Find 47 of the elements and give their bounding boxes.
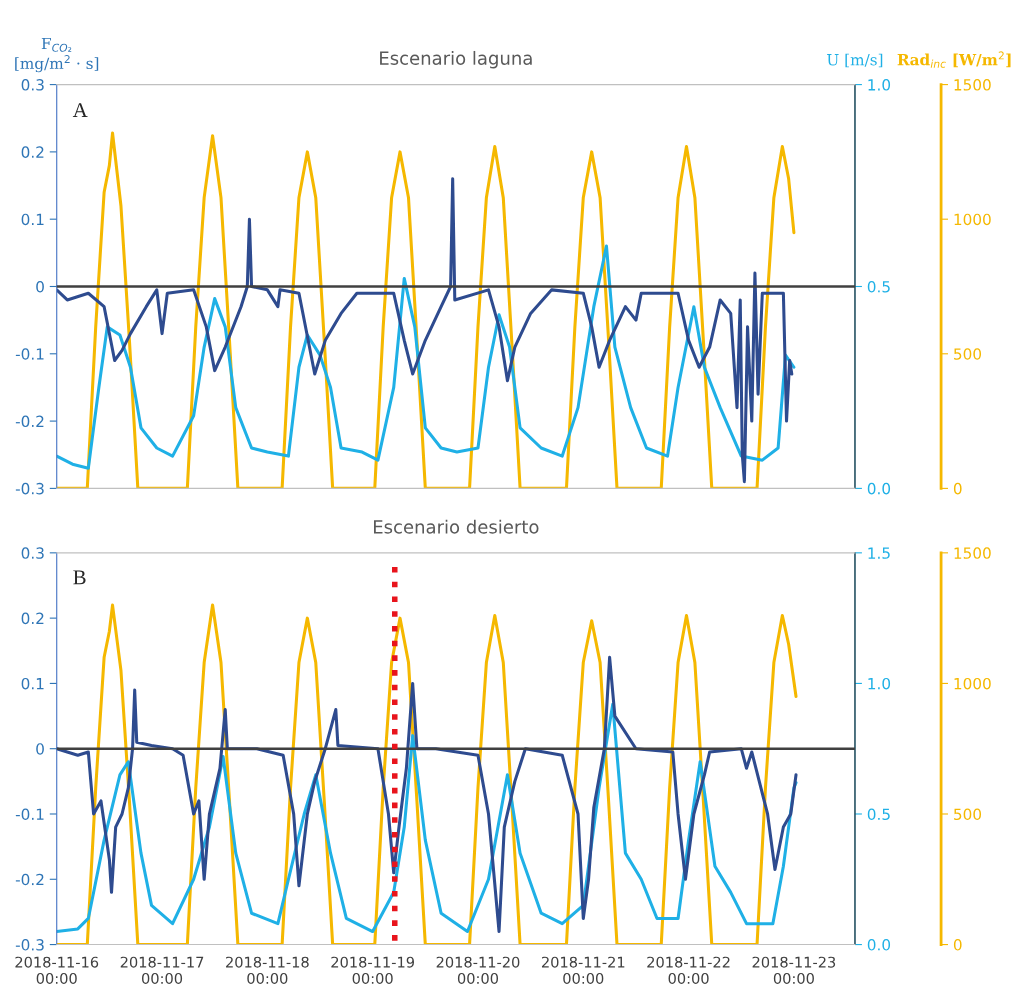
x-tick-label: 2018-11-20 00:00 [436, 956, 520, 984]
y2-tick-label: 0.5 [867, 280, 890, 293]
y2-tick-label: 1.0 [868, 79, 891, 91]
line-series [56, 244, 796, 470]
y-tick-label: 0 [36, 743, 44, 755]
x-tick-label: 2018-11-17 00:00 [120, 956, 204, 984]
chart-title: Escenario laguna [380, 50, 532, 69]
annotation: A [72, 103, 88, 117]
y3-tick-label: 500 [954, 808, 982, 821]
y-tick-label: -0.3 [15, 939, 44, 951]
y3-tick-label: 1500 [954, 547, 991, 559]
y-tick-label: 0.3 [21, 79, 44, 91]
y-tick-label: 0.1 [21, 677, 44, 690]
y-tick-label: 0.2 [21, 612, 44, 625]
y2-tick-label: 1.0 [868, 677, 891, 690]
x-tick-label: 2018-11-18 00:00 [226, 956, 309, 984]
x-tick-label: 2018-11-23 00:00 [752, 956, 836, 984]
x-tick-label: 2018-11-19 00:00 [331, 956, 415, 984]
y-tick-label: 0.3 [21, 547, 44, 559]
y3-tick-label: 0 [953, 482, 962, 495]
y-tick-label: 0.1 [21, 213, 44, 226]
y-tick-label: -0.3 [15, 482, 44, 495]
line-series [56, 603, 798, 945]
y2-tick-label: 1.5 [868, 547, 890, 559]
y2-tick-label: 0.0 [867, 482, 891, 495]
line-series [56, 655, 798, 934]
y3-axis-title: Rad$_{inc}$ [W/m$^{2}$] [897, 51, 1011, 68]
x-tick-label: 2018-11-21 00:00 [541, 956, 625, 984]
x-tick-label: 2018-11-16 00:00 [15, 956, 99, 984]
y3-tick-label: 500 [954, 348, 982, 360]
x-tick-label: 2018-11-22 00:00 [647, 956, 730, 984]
y2-tick-label: 0.0 [867, 939, 891, 951]
y-tick-label: -0.2 [15, 873, 44, 886]
y-tick-label: -0.1 [15, 348, 44, 360]
y2-tick-label: 0.5 [867, 808, 890, 821]
y-tick-label: 0 [36, 280, 44, 293]
y-tick-label: -0.1 [15, 808, 44, 821]
y3-tick-label: 0 [953, 939, 962, 951]
y-axis-title: F$_{CO₂}$ [mg/m$^{2}$ · s] [15, 37, 99, 73]
y2-axis-title: U [m/s] [827, 53, 883, 68]
y3-tick-label: 1000 [954, 213, 991, 226]
y3-tick-label: 1500 [954, 79, 991, 91]
y-tick-label: -0.2 [15, 415, 44, 428]
annotation: B [73, 570, 86, 585]
y-tick-label: 0.2 [21, 146, 44, 158]
chart-title: Escenario desierto [374, 519, 539, 534]
y3-tick-label: 1000 [954, 677, 991, 690]
